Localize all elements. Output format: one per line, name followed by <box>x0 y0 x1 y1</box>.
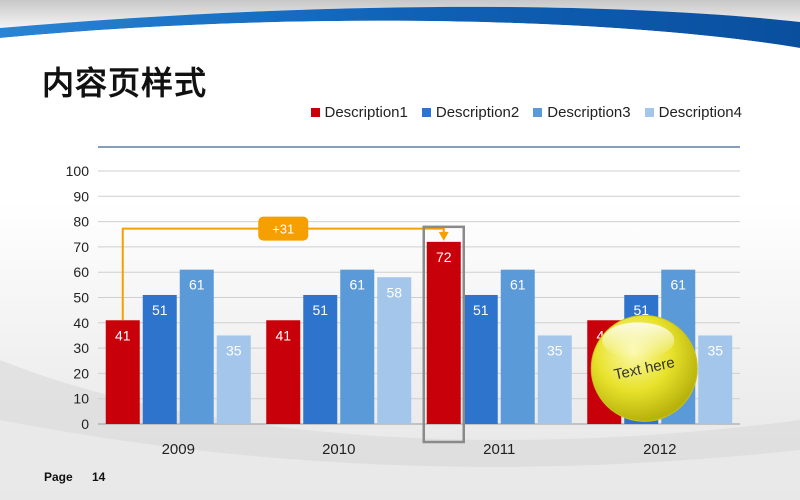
bar <box>303 294 338 424</box>
bar <box>500 269 535 424</box>
bar <box>216 335 251 424</box>
legend-swatch-1 <box>310 108 320 117</box>
data-label: 41 <box>275 327 291 343</box>
x-tick-label: 2012 <box>643 441 676 458</box>
legend-label-1: Description1 <box>324 104 408 121</box>
legend-item-1: Description1 <box>310 104 408 121</box>
y-tick-label: 50 <box>73 290 89 306</box>
x-tick-label: 2009 <box>162 441 195 458</box>
top-swoosh <box>0 0 800 52</box>
connector-arrowhead <box>438 231 449 241</box>
legend-swatch-4 <box>644 108 654 117</box>
y-tick-label: 0 <box>81 416 89 432</box>
bar <box>266 320 301 424</box>
data-label: 51 <box>473 302 489 318</box>
y-tick-label: 100 <box>66 163 90 179</box>
legend-swatch-3 <box>533 108 543 117</box>
y-tick-label: 10 <box>73 391 89 407</box>
y-tick-label: 30 <box>73 340 89 356</box>
legend-label-2: Description2 <box>435 104 520 121</box>
y-tick-label: 60 <box>73 264 89 280</box>
delta-badge <box>258 216 309 241</box>
data-label: 58 <box>386 284 402 300</box>
bar <box>179 269 214 424</box>
bar <box>698 335 733 424</box>
delta-badge-label: +31 <box>272 222 294 237</box>
data-label: 72 <box>436 249 452 265</box>
data-label: 51 <box>152 302 168 318</box>
bar <box>537 335 572 424</box>
y-tick-label: 80 <box>73 214 89 230</box>
legend-item-3: Description3 <box>533 104 631 121</box>
chart-legend: Description1 Description2 Description3 D… <box>310 104 742 121</box>
legend-item-4: Description4 <box>644 104 742 121</box>
data-label: 61 <box>349 277 365 293</box>
data-label: 61 <box>189 277 205 293</box>
data-label: 41 <box>115 327 131 343</box>
bar <box>463 294 498 424</box>
data-label: 51 <box>633 302 649 318</box>
y-tick-label: 20 <box>73 365 89 381</box>
x-tick-label: 2011 <box>483 441 515 458</box>
data-label: 35 <box>547 342 563 358</box>
page-title: 内容页样式 <box>42 64 208 102</box>
legend-label-3: Description3 <box>547 104 631 121</box>
data-label: 35 <box>707 342 723 358</box>
page-number: 14 <box>92 470 106 484</box>
page-label: Page <box>44 470 73 484</box>
bottom-wave <box>0 360 800 500</box>
highlight-box <box>422 225 465 444</box>
data-label: 61 <box>510 277 526 293</box>
data-label: 61 <box>670 277 686 293</box>
data-label: 51 <box>312 302 328 318</box>
bar <box>377 277 412 424</box>
y-tick-label: 90 <box>73 188 89 204</box>
callout-bubble-shine <box>602 322 675 359</box>
y-tick-label: 70 <box>73 239 89 255</box>
legend-swatch-2 <box>421 108 431 117</box>
y-tick-label: 40 <box>73 315 89 331</box>
bar <box>340 269 375 424</box>
legend-item-2: Description2 <box>421 104 520 121</box>
bar <box>426 241 461 424</box>
x-tick-label: 2010 <box>322 441 355 458</box>
legend-label-4: Description4 <box>658 104 742 121</box>
data-label: 35 <box>226 342 242 358</box>
bar <box>142 294 177 424</box>
bar <box>105 320 140 424</box>
